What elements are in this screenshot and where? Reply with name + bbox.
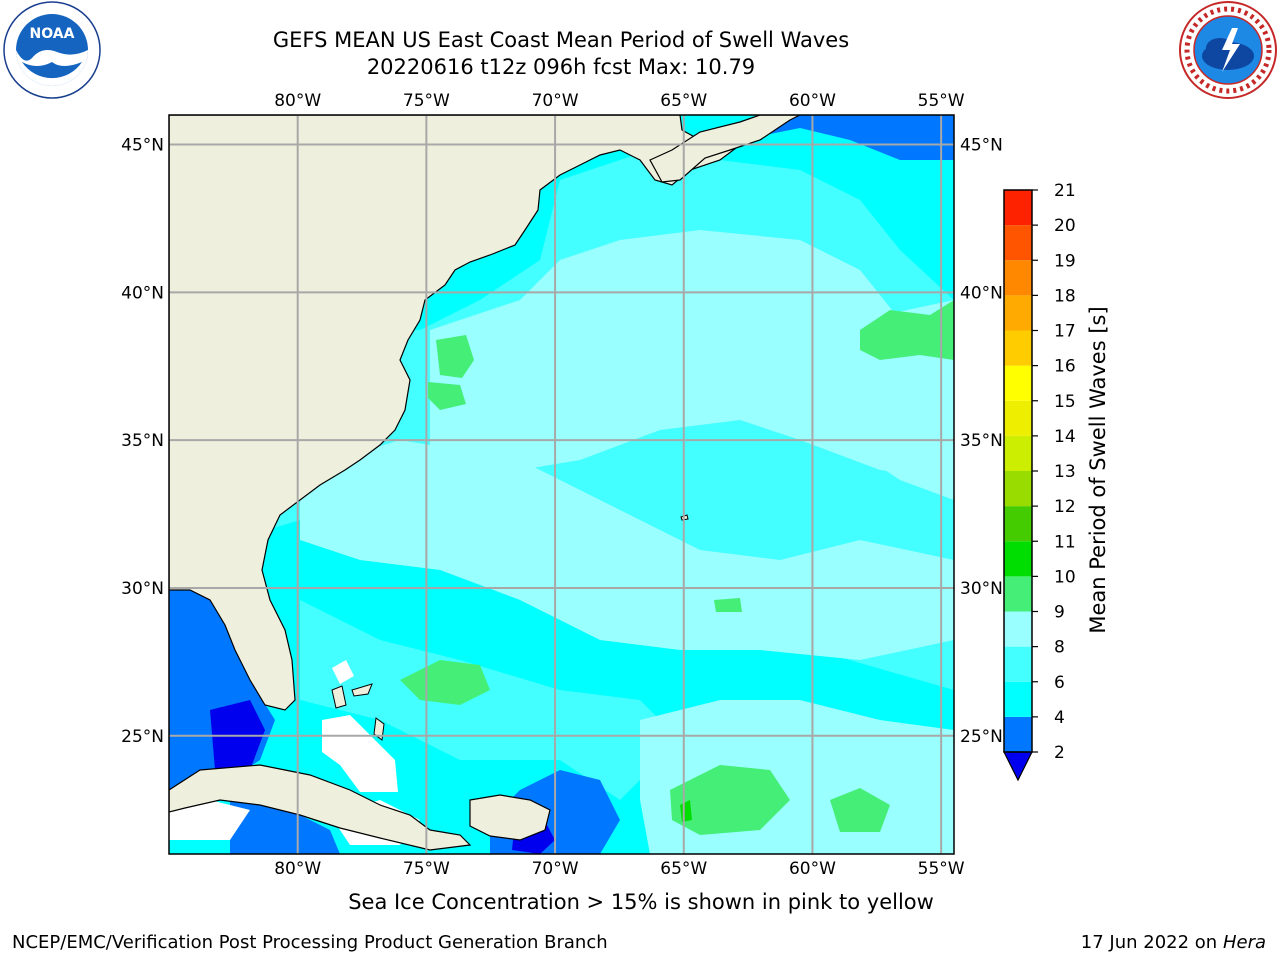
- colorbar-tick-label-7: 12: [1054, 497, 1076, 517]
- chart-title: GEFS MEAN US East Coast Mean Period of S…: [272, 28, 850, 52]
- colorbar-tick-label-13: 18: [1054, 286, 1076, 306]
- map-plot-area: [169, 115, 954, 854]
- nws-logo: [1179, 1, 1277, 99]
- land-hispaniola: [469, 794, 551, 841]
- lon-tick-bottom-5: 55°W: [918, 859, 965, 879]
- colorbar-tick-label-3: 8: [1054, 638, 1065, 658]
- colorbar-under-triangle: [1003, 751, 1033, 782]
- swell-band-9-10-b: [436, 335, 474, 378]
- no-data-cuba-south: [169, 800, 250, 840]
- colorbar-segment-9: [1004, 400, 1032, 436]
- lon-labels-top: 80°W 75°W 70°W 65°W 60°W 55°W: [274, 91, 965, 111]
- lat-tick-right-2: 35°N: [960, 431, 1003, 451]
- sea-ice-footnote: Sea Ice Concentration > 15% is shown in …: [348, 890, 934, 914]
- colorbar-tick-label-0: 2: [1054, 743, 1065, 763]
- colorbar-tick-label-16: 21: [1054, 181, 1076, 201]
- colorbar-tick-label-5: 10: [1054, 567, 1076, 587]
- colorbar-segment-14: [1004, 225, 1032, 261]
- colorbar-segment-13: [1004, 260, 1032, 296]
- lon-tick-top-2: 70°W: [532, 91, 579, 111]
- lat-tick-right-0: 45°N: [960, 136, 1003, 156]
- lon-tick-bottom-1: 75°W: [403, 859, 450, 879]
- no-data-andros: [332, 660, 354, 684]
- colorbar-segment-11: [1004, 330, 1032, 366]
- colorbar-segment-8: [1004, 435, 1032, 471]
- lat-tick-left-3: 30°N: [121, 579, 164, 599]
- lon-tick-bottom-2: 70°W: [532, 859, 579, 879]
- colorbar-tick-label-11: 16: [1054, 357, 1076, 377]
- lat-tick-right-1: 40°N: [960, 283, 1003, 303]
- swell-band-2-4-nova: [740, 115, 954, 160]
- colorbar-segment-6: [1004, 506, 1032, 542]
- lat-tick-left-0: 45°N: [121, 136, 164, 156]
- swell-band-9-10-g: [714, 598, 742, 612]
- lon-labels-bottom: 80°W 75°W 70°W 65°W 60°W 55°W: [274, 859, 965, 879]
- lat-tick-right-4: 25°N: [960, 727, 1003, 747]
- colorbar-segment-2: [1004, 646, 1032, 682]
- colorbar-segment-3: [1004, 611, 1032, 647]
- colorbar-tick-label-4: 9: [1054, 603, 1065, 623]
- colorbar-tick-label-8: 13: [1054, 462, 1076, 482]
- colorbar-tick-label-1: 4: [1054, 708, 1065, 728]
- noaa-logo: NOAA: [3, 1, 101, 99]
- swell-band-9-10-e: [670, 765, 790, 835]
- colorbar-segment-0: [1004, 716, 1032, 752]
- swell-band-4-6-gulf: [300, 600, 680, 800]
- lon-tick-top-1: 75°W: [403, 91, 450, 111]
- swell-band-9-10-d: [400, 660, 490, 705]
- land-nova-scotia: [649, 115, 801, 183]
- footer-date: 17 Jun 2022 on Hera: [1081, 932, 1266, 953]
- lon-tick-bottom-3: 65°W: [660, 859, 707, 879]
- lon-tick-top-4: 60°W: [789, 91, 836, 111]
- lon-tick-top-5: 55°W: [918, 91, 965, 111]
- land-bahamas-a: [331, 685, 347, 709]
- lon-tick-top-0: 80°W: [274, 91, 321, 111]
- land-bahamas-b: [351, 683, 373, 697]
- lat-labels-left: 45°N 40°N 35°N 30°N 25°N: [121, 136, 164, 747]
- noaa-logo-text: NOAA: [30, 26, 75, 42]
- colorbar-tick-label-2: 6: [1054, 673, 1065, 693]
- lat-tick-left-2: 35°N: [121, 431, 164, 451]
- lat-tick-left-4: 25°N: [121, 727, 164, 747]
- lon-tick-top-3: 65°W: [660, 91, 707, 111]
- swell-band-9-10-c: [428, 382, 466, 410]
- lat-tick-right-3: 30°N: [960, 579, 1003, 599]
- lon-tick-bottom-4: 60°W: [789, 859, 836, 879]
- swell-band-9-10-f: [830, 788, 890, 832]
- swell-band-9-10-a: [860, 300, 954, 360]
- colorbar-segment-10: [1004, 365, 1032, 401]
- colorbar-segment-7: [1004, 471, 1032, 507]
- colorbar-segment-12: [1004, 295, 1032, 331]
- map-frame: [168, 114, 955, 855]
- colorbar-tick-label-6: 11: [1054, 532, 1076, 552]
- swell-band-8-9-mid: [300, 440, 954, 660]
- colorbar-tick-label-15: 20: [1054, 216, 1076, 236]
- map-gridlines: [169, 115, 954, 854]
- footer-date-text: 17 Jun 2022 on: [1080, 932, 1218, 953]
- colorbar-segment-5: [1004, 541, 1032, 577]
- colorbar-tick-label-12: 17: [1054, 322, 1076, 342]
- colorbar: 2 4 6 8 9 10 11 12 13 14 15 16 17 18 19 20 21: [1003, 181, 1076, 782]
- colorbar-segment-15: [1004, 190, 1032, 226]
- colorbar-label: Mean Period of Swell Waves [s]: [1086, 306, 1110, 633]
- colorbar-segment-4: [1004, 576, 1032, 612]
- chart-subtitle: 20220616 t12z 096h fcst Max: 10.79: [366, 55, 756, 79]
- footer-credit: NCEP/EMC/Verification Post Processing Pr…: [12, 932, 608, 953]
- lat-labels-right: 45°N 40°N 35°N 30°N 25°N: [960, 136, 1003, 747]
- footer-host: Hera: [1222, 932, 1266, 953]
- land-north-america: [169, 115, 791, 711]
- no-data-bahamas: [322, 715, 398, 792]
- lon-tick-bottom-0: 80°W: [274, 859, 321, 879]
- lat-tick-left-1: 40°N: [121, 283, 164, 303]
- colorbar-tick-label-9: 14: [1054, 427, 1076, 447]
- colorbar-segment-1: [1004, 681, 1032, 717]
- land-bahamas-c: [373, 717, 385, 741]
- land-cuba: [169, 764, 472, 851]
- colorbar-tick-label-14: 19: [1054, 251, 1076, 271]
- colorbar-tick-label-10: 15: [1054, 392, 1076, 412]
- swell-band-2-4-antilles: [230, 800, 340, 854]
